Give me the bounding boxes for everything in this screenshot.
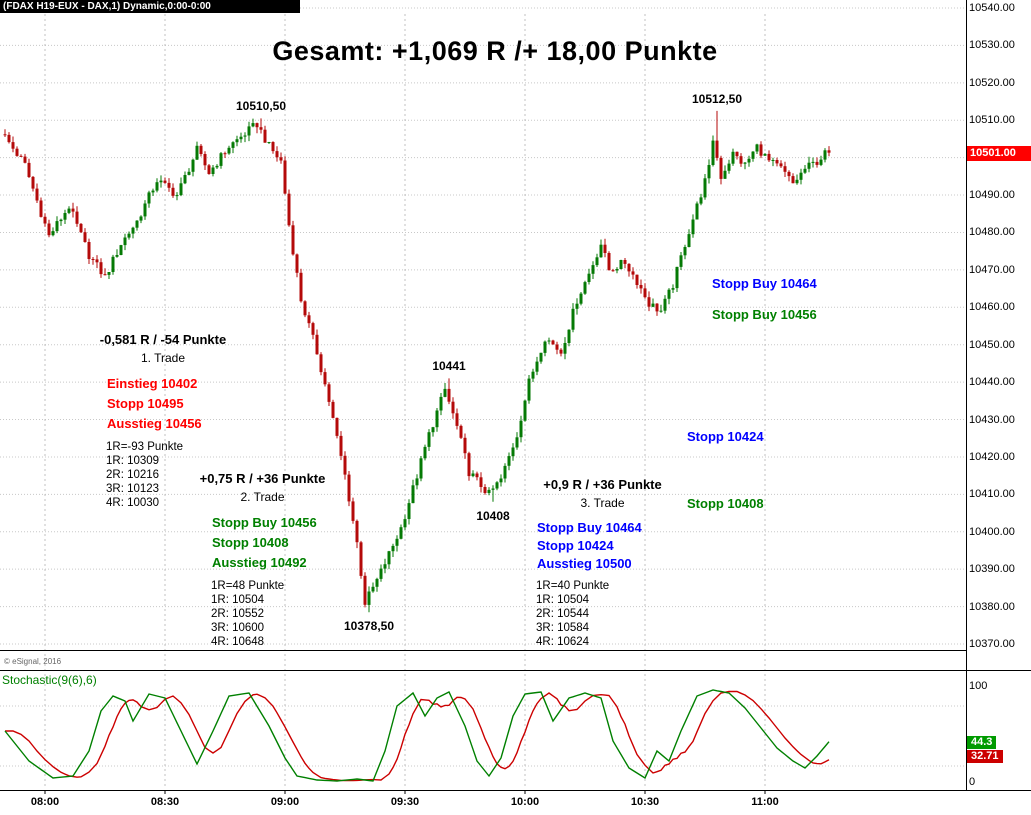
trade-order-line: Stopp 10495 xyxy=(107,396,184,411)
y-axis-tick: 10410.00 xyxy=(969,488,1015,500)
y-axis-tick: 10480.00 xyxy=(969,226,1015,238)
y-axis-tick: 10420.00 xyxy=(969,451,1015,463)
swing-price-label: 10408 xyxy=(476,509,510,523)
swing-price-label: 10510,50 xyxy=(235,99,287,113)
stochastic-k-value-badge: 44.3 xyxy=(967,736,997,749)
trade-order-lines: Einstieg 10402 Stopp 10495 Ausstieg 10456 xyxy=(88,374,238,434)
symbol-title: (FDAX H19-EUX - DAX,1) Dynamic,0:00-0:00 xyxy=(3,1,211,12)
trade-order-line: Stopp 10424 xyxy=(537,538,614,553)
trade-risk-line: 4R: 10030 xyxy=(106,497,160,509)
trade-name: 3. Trade xyxy=(580,496,625,510)
x-axis-label: 10:00 xyxy=(510,796,540,808)
trade-risk-lines: 1R=48 Punkte 1R: 10504 2R: 10552 3R: 10600 4… xyxy=(190,579,335,649)
trade-risk-line: 4R: 10648 xyxy=(211,636,265,648)
trade-risk-line: 3R: 10584 xyxy=(536,622,590,634)
stop-level-label: Stopp Buy 10464 xyxy=(712,276,817,291)
trade-risk-line: 1R=48 Punkte xyxy=(211,580,285,592)
y-axis-tick: 10450.00 xyxy=(969,339,1015,351)
trade-result-header: +0,9 R / +36 Punkte xyxy=(543,477,662,492)
trade-order-line: Stopp Buy 10464 xyxy=(537,520,642,535)
trade-order-lines: Stopp Buy 10456 Stopp 10408 Ausstieg 10492 xyxy=(190,513,335,573)
swing-price-label: 10441 xyxy=(432,359,466,373)
trade-2-annotation: +0,75 R / +36 Punkte 2. Trade Stopp Buy 10… xyxy=(190,471,335,649)
trade-risk-line: 2R: 10552 xyxy=(211,608,265,620)
swing-price-label: 10512,50 xyxy=(691,92,743,106)
y-axis-tick: 10440.00 xyxy=(969,376,1015,388)
trade-order-line: Ausstieg 10500 xyxy=(537,556,632,571)
y-axis-tick: 10470.00 xyxy=(969,264,1015,276)
x-axis-label: 09:30 xyxy=(390,796,420,808)
y-axis-tick: 10370.00 xyxy=(969,638,1015,650)
trade-1-annotation: -0,581 R / -54 Punkte 1. Trade Einstieg 10… xyxy=(88,332,238,510)
trade-result-header: +0,75 R / +36 Punkte xyxy=(199,471,326,486)
trade-name: 2. Trade xyxy=(240,490,285,504)
trade-order-line: Stopp Buy 10456 xyxy=(212,515,317,530)
trade-order-lines: Stopp Buy 10464 Stopp 10424 Ausstieg 10500 xyxy=(535,519,670,573)
trade-name: 1. Trade xyxy=(140,351,186,365)
y-axis-tick: 10540.00 xyxy=(969,2,1015,14)
x-axis-label: 08:30 xyxy=(150,796,180,808)
stochastic-axis-0-tick: 0 xyxy=(969,776,976,788)
trade-risk-line: 4R: 10624 xyxy=(536,636,590,648)
x-axis-label: 10:30 xyxy=(630,796,660,808)
total-result-title: Gesamt: +1,069 R /+ 18,00 Punkte xyxy=(272,36,718,66)
trade-risk-line: 2R: 10544 xyxy=(536,608,590,620)
trade-risk-line: 1R=-93 Punkte xyxy=(106,441,184,453)
trade-order-line: Einstieg 10402 xyxy=(107,376,198,391)
stochastic-axis-100-tick: 100 xyxy=(969,680,988,692)
trade-result-header: -0,581 R / -54 Punkte xyxy=(99,332,227,347)
trade-risk-line: 3R: 10600 xyxy=(211,622,265,634)
stochastic-indicator-label: Stochastic(9(6),6) xyxy=(2,673,97,687)
stochastic-d-value-badge: 32.71 xyxy=(967,750,1003,763)
y-axis-tick: 10520.00 xyxy=(969,77,1015,89)
trade-3-annotation: +0,9 R / +36 Punkte 3. Trade Stopp Buy 104… xyxy=(535,477,670,649)
chart-title-bar: (FDAX H19-EUX - DAX,1) Dynamic,0:00-0:00 xyxy=(0,0,300,13)
x-axis-label: 09:00 xyxy=(270,796,300,808)
trade-risk-lines: 1R=-93 Punkte 1R: 10309 2R: 10216 3R: 10123… xyxy=(88,440,238,510)
copyright-note: © eSignal, 2016 xyxy=(4,657,62,666)
stop-level-label: Stopp Buy 10456 xyxy=(712,307,817,322)
stop-level-label: Stopp 10408 xyxy=(687,496,764,511)
y-axis-tick: 10530.00 xyxy=(969,39,1015,51)
x-axis-label: 08:00 xyxy=(30,796,60,808)
y-axis-tick: 10380.00 xyxy=(969,601,1015,613)
last-price-badge: 10501.00 xyxy=(967,146,1031,161)
trade-risk-line: 2R: 10216 xyxy=(106,469,160,481)
trade-risk-line: 1R: 10309 xyxy=(106,455,160,467)
x-axis-label: 11:00 xyxy=(751,796,779,808)
stop-level-label: Stopp 10424 xyxy=(687,429,764,444)
trade-order-line: Stopp 10408 xyxy=(212,535,289,550)
trade-risk-line: 1R: 10504 xyxy=(211,594,265,606)
trade-risk-line: 1R: 10504 xyxy=(536,594,590,606)
trade-risk-line: 3R: 10123 xyxy=(106,483,160,495)
trade-risk-line: 1R=40 Punkte xyxy=(536,580,610,592)
trade-order-line: Ausstieg 10456 xyxy=(107,416,202,431)
trade-order-line: Ausstieg 10492 xyxy=(212,555,307,570)
y-axis-tick: 10460.00 xyxy=(969,301,1015,313)
y-axis-tick: 10510.00 xyxy=(969,114,1015,126)
y-axis-tick: 10430.00 xyxy=(969,414,1015,426)
swing-price-label: 10378,50 xyxy=(343,619,395,633)
y-axis-tick: 10400.00 xyxy=(969,526,1015,538)
y-axis-tick: 10390.00 xyxy=(969,563,1015,575)
y-axis-tick: 10490.00 xyxy=(969,189,1015,201)
trade-risk-lines: 1R=40 Punkte 1R: 10504 2R: 10544 3R: 10584 4… xyxy=(535,579,670,649)
